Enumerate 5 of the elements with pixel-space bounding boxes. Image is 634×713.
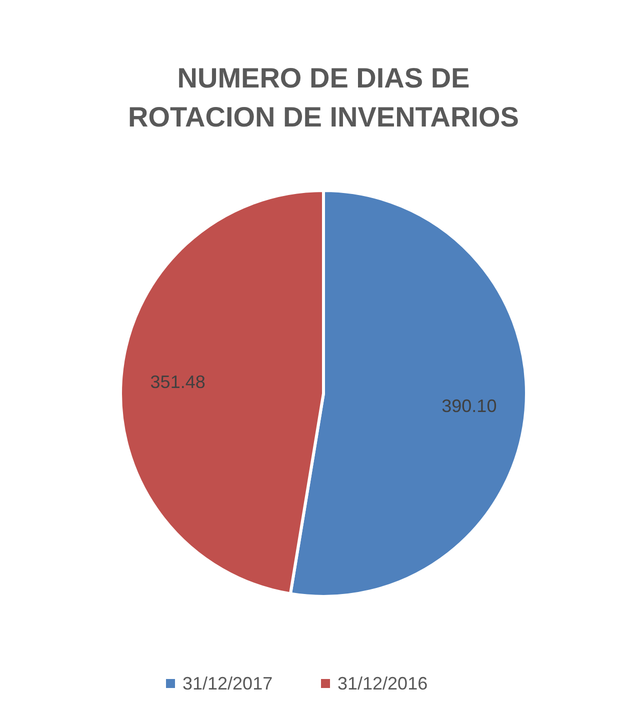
legend-label: 31/12/2017 bbox=[182, 674, 273, 694]
data-label: 390.10 bbox=[442, 396, 497, 416]
chart-title: NUMERO DE DIAS DE ROTACION DE INVENTARIOS bbox=[128, 62, 519, 132]
data-label: 351.48 bbox=[150, 372, 206, 392]
legend-label: 31/12/2016 bbox=[338, 674, 428, 694]
